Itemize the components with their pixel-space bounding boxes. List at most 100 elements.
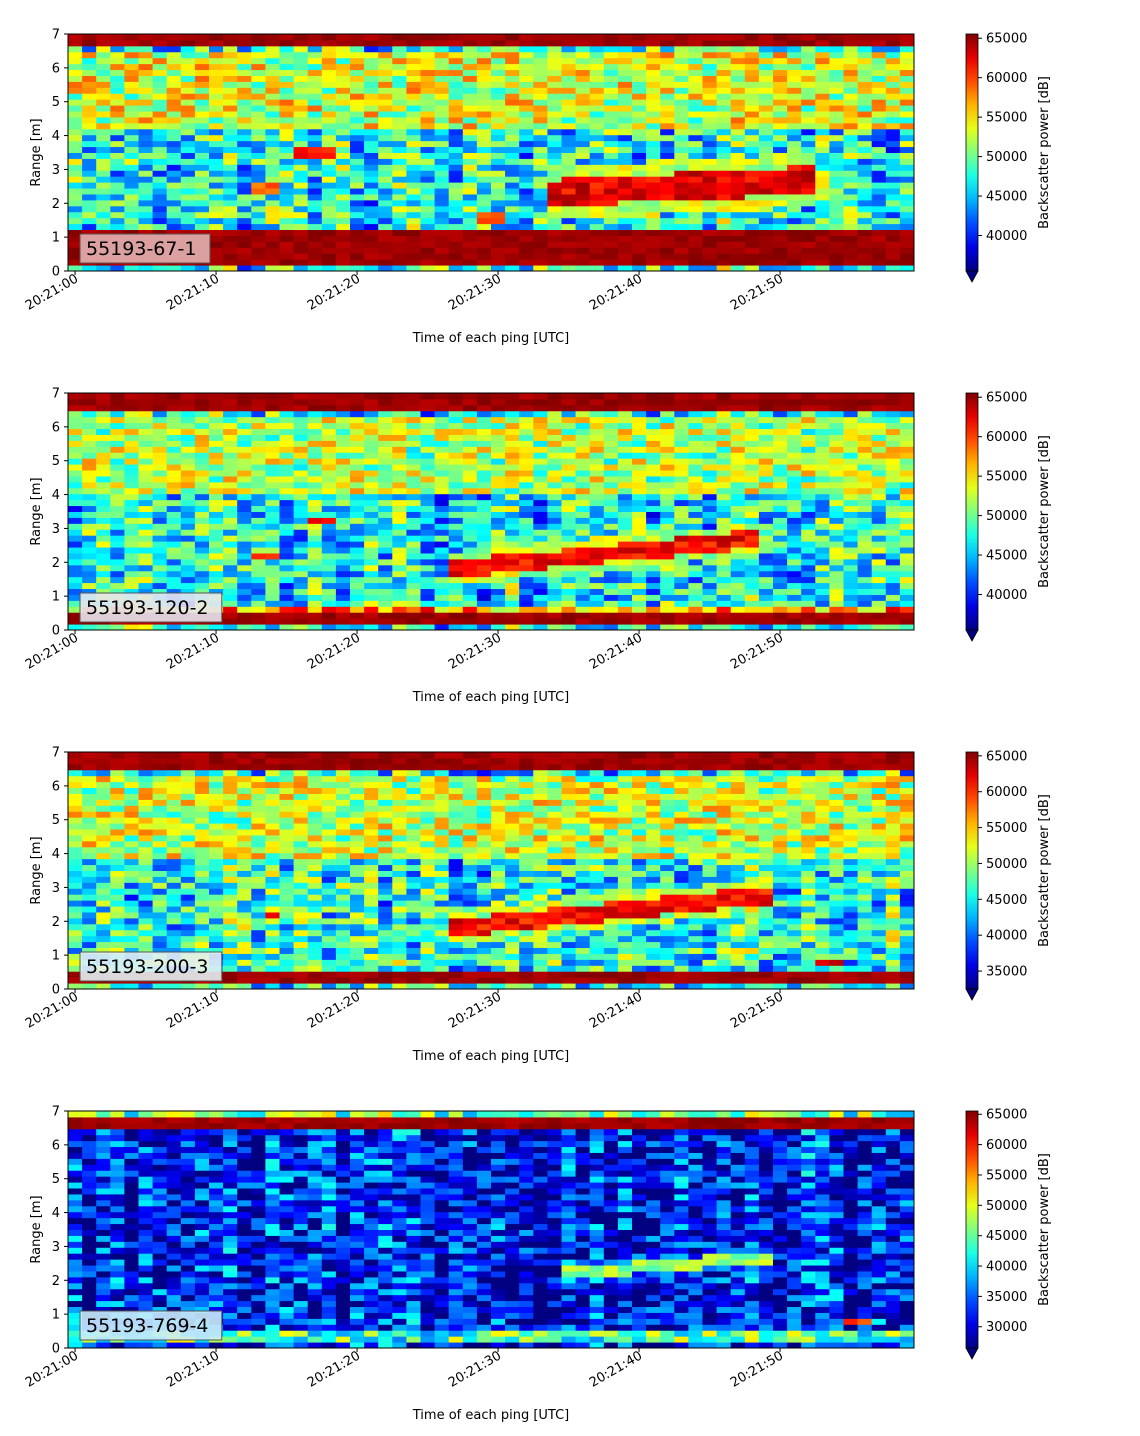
heatmap-cell <box>476 452 492 459</box>
heatmap-cell <box>406 410 421 418</box>
heatmap-cell <box>448 116 464 124</box>
heatmap-cell <box>124 475 139 483</box>
heatmap-cell <box>180 428 196 435</box>
heatmap-cell <box>392 511 407 518</box>
heatmap-cell <box>194 440 210 447</box>
heatmap-cell <box>632 505 647 512</box>
heatmap-cell <box>293 428 309 435</box>
heatmap-cell <box>589 529 605 536</box>
heatmap-cell <box>209 475 224 483</box>
heatmap-cell <box>603 81 619 88</box>
heatmap-cell <box>406 223 421 231</box>
heatmap-cell <box>96 140 111 148</box>
heatmap-cell <box>857 618 873 625</box>
heatmap-cell <box>589 235 605 242</box>
heatmap-cell <box>448 105 464 112</box>
heatmap-cell <box>82 452 97 459</box>
x-tick-label: 20:21:30 <box>446 630 504 672</box>
heatmap-cell <box>82 481 97 489</box>
heatmap-cell <box>209 122 224 130</box>
heatmap-cell <box>420 422 436 430</box>
heatmap-cell <box>730 493 746 501</box>
heatmap-cell <box>632 558 647 566</box>
heatmap-cell <box>632 128 647 136</box>
heatmap-cell <box>505 612 520 619</box>
heatmap-cell <box>223 410 238 418</box>
heatmap-cell <box>448 440 464 447</box>
heatmap-cell <box>519 552 534 560</box>
heatmap-cell <box>448 34 464 41</box>
heatmap-cell <box>547 99 562 106</box>
heatmap-cell <box>561 87 577 94</box>
heatmap-cell <box>265 259 280 266</box>
heatmap-cell <box>378 547 393 554</box>
heatmap-cell <box>96 93 111 100</box>
heatmap-cell <box>632 253 647 260</box>
heatmap-cell <box>688 618 703 625</box>
heatmap-cell <box>617 487 633 495</box>
heatmap-cell <box>885 134 901 142</box>
heatmap-cell <box>406 176 421 183</box>
heatmap-cell <box>420 481 436 489</box>
heatmap-cell <box>194 529 210 536</box>
heatmap-cell <box>434 588 450 595</box>
heatmap-cell <box>293 422 309 430</box>
heatmap-cell <box>815 434 830 441</box>
heatmap-cell <box>82 205 97 213</box>
heatmap-cell <box>209 481 224 489</box>
heatmap-cell <box>646 182 661 189</box>
heatmap-cell <box>420 211 436 219</box>
heatmap-cell <box>68 393 83 400</box>
heatmap-cell <box>82 823 97 830</box>
heatmap-cell <box>180 499 196 507</box>
heatmap-cell <box>632 410 647 418</box>
heatmap-cell <box>138 188 154 195</box>
heatmap-cell <box>392 69 407 76</box>
heatmap-cell <box>209 105 224 112</box>
heatmap-cell <box>801 134 816 142</box>
heatmap-cell <box>237 511 252 518</box>
heatmap-cell <box>476 499 492 507</box>
heatmap-cell <box>730 452 746 459</box>
heatmap-cell <box>829 428 844 435</box>
heatmap-cell <box>350 481 365 489</box>
heatmap-cell <box>617 93 633 100</box>
heatmap-cell <box>138 523 154 530</box>
heatmap-cell <box>688 217 703 225</box>
heatmap-cell <box>885 193 901 201</box>
heatmap-cell <box>364 193 379 201</box>
heatmap-cell <box>321 410 337 418</box>
heatmap-cell <box>82 416 97 424</box>
heatmap-cell <box>815 487 830 495</box>
heatmap-cell <box>688 146 703 153</box>
heatmap-cell <box>646 39 661 47</box>
heatmap-cell <box>251 475 266 483</box>
heatmap-cell <box>96 39 111 47</box>
heatmap-cell <box>406 63 421 71</box>
heatmap-cell <box>364 134 379 142</box>
heatmap-cell <box>646 541 661 548</box>
heatmap-cell <box>589 475 605 483</box>
heatmap-cell <box>603 606 619 613</box>
heatmap-cell <box>632 140 647 148</box>
heatmap-cell <box>702 140 718 148</box>
heatmap-cell <box>476 594 492 601</box>
heatmap-cell <box>476 434 492 441</box>
heatmap-cell <box>350 152 365 159</box>
heatmap-cell <box>448 428 464 435</box>
heatmap-cell <box>505 265 520 272</box>
heatmap-cell <box>124 75 139 82</box>
heatmap-cell <box>406 116 421 124</box>
heatmap-cell <box>561 398 577 406</box>
heatmap-cell <box>561 176 577 183</box>
heatmap-cell <box>519 511 534 518</box>
heatmap-cell <box>82 164 97 171</box>
heatmap-cell <box>744 398 760 406</box>
heatmap-cell <box>730 57 746 65</box>
heatmap-cell <box>251 223 266 231</box>
heatmap-cell <box>505 576 520 584</box>
heatmap-cell <box>251 188 266 195</box>
heatmap-cell <box>857 51 873 59</box>
heatmap-cell <box>857 87 873 94</box>
heatmap-cell <box>335 99 351 106</box>
